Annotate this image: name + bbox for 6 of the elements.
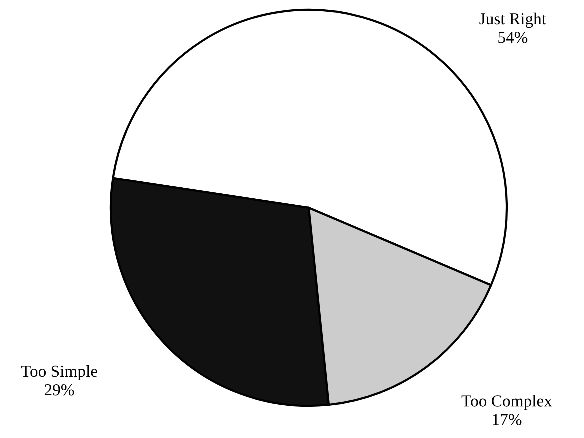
data-label: 17% (493, 414, 522, 426)
data-label: 29% (44, 384, 74, 396)
slice-label: Too Complex (462, 395, 552, 410)
slice-label: Just Right (480, 12, 546, 28)
data-label: 54% (498, 32, 528, 44)
slice-label: Too Simple (21, 365, 98, 381)
